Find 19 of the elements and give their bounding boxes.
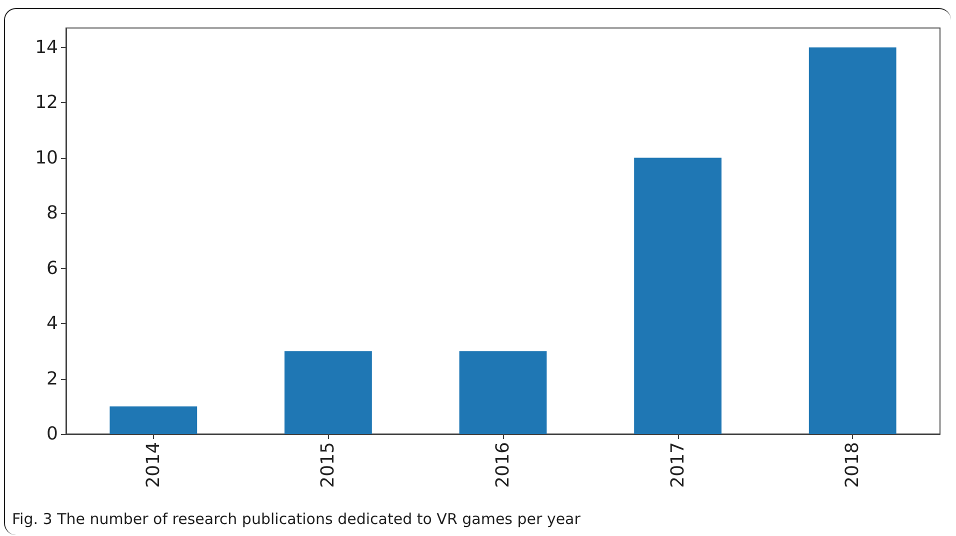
caption: Fig. 3 The number of research publications dedicated to VR games per year bbox=[12, 510, 580, 528]
y-tick-label: 8 bbox=[46, 202, 58, 224]
bar bbox=[110, 406, 198, 434]
bar bbox=[634, 158, 722, 434]
x-tick-label: 2017 bbox=[667, 442, 688, 488]
y-tick-label: 6 bbox=[46, 258, 58, 279]
y-tick-label: 10 bbox=[35, 147, 58, 168]
bar bbox=[459, 351, 547, 434]
x-tick-label: 2014 bbox=[142, 442, 164, 488]
y-tick-label: 2 bbox=[46, 368, 58, 390]
bar bbox=[808, 47, 896, 434]
y-tick-label: 0 bbox=[46, 424, 58, 444]
x-tick-label: 2015 bbox=[318, 442, 339, 488]
bar bbox=[284, 351, 372, 434]
y-tick-label: 4 bbox=[46, 313, 58, 334]
y-tick-label: 14 bbox=[35, 36, 58, 58]
y-tick-label: 12 bbox=[35, 92, 58, 114]
x-tick-label: 2018 bbox=[842, 442, 864, 488]
x-tick-label: 2016 bbox=[492, 442, 514, 488]
